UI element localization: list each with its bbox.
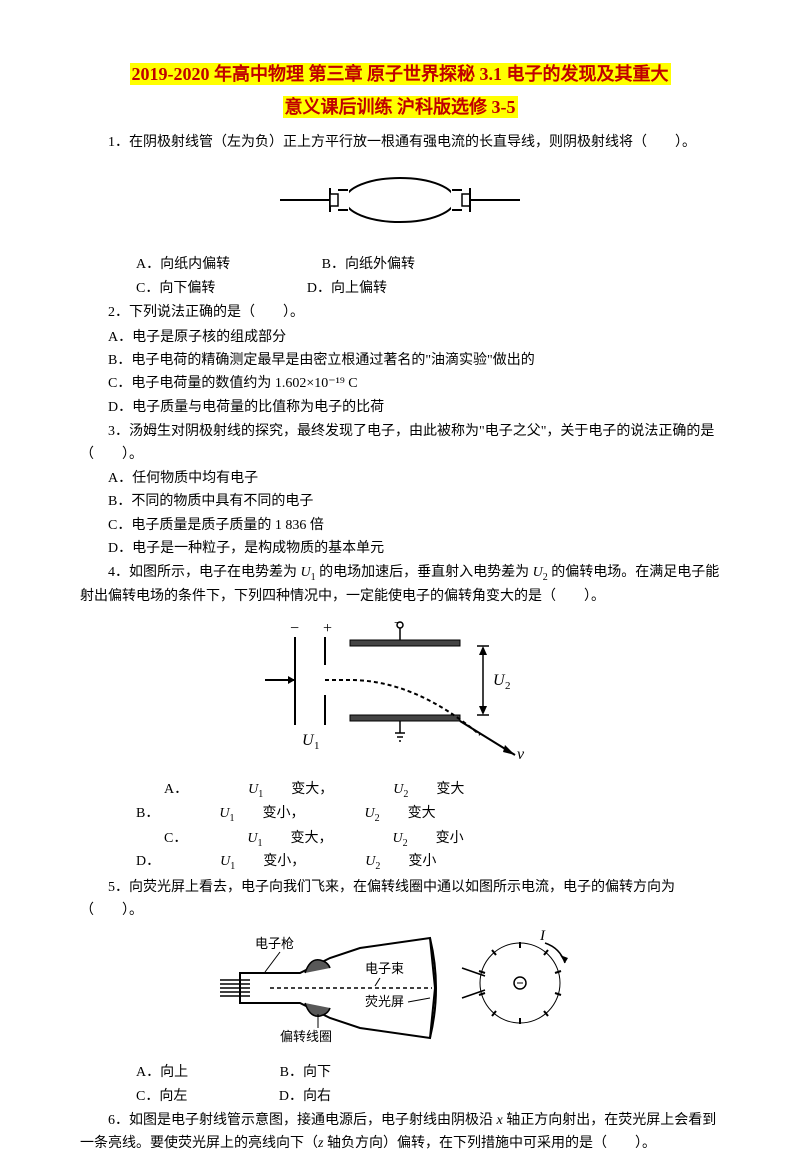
figure-4: − + U 1 − v U 2: [80, 615, 720, 773]
title-line-2: 意义课后训练 沪科版选修 3-5: [80, 93, 720, 122]
question-1-text: 1．在阴极射线管（左为负）正上方平行放一根通有强电流的长直导线，则阴极射线将（ …: [80, 132, 720, 154]
q2-opt-c: C．电子电荷量的数值约为 1.602×10⁻¹⁹ C: [80, 373, 720, 395]
q1-opt-b: B．向纸外偏转: [294, 254, 415, 276]
plus-label: +: [323, 620, 332, 637]
question-6-text: 6．如图是电子射线管示意图，接通电源后，电子射线由阴极沿 x 轴正方向射出，在荧…: [80, 1110, 720, 1155]
svg-text:电子束: 电子束: [365, 961, 404, 976]
svg-text:I: I: [539, 928, 546, 944]
q4-opt-b: B．U1 变小，U2 变大: [80, 803, 496, 827]
q4-options-row2: C．U1 变大，U2 变小 D．U1 变小，U2 变小: [80, 828, 720, 876]
q2-opt-a: A．电子是原子核的组成部分: [80, 327, 720, 349]
question-2-text: 2．下列说法正确的是（ ）。: [80, 302, 720, 324]
svg-text:荧光屏: 荧光屏: [365, 994, 404, 1009]
q1-options-row1: A．向纸内偏转 B．向纸外偏转: [80, 254, 720, 276]
minus-label: −: [290, 620, 299, 637]
q4-options-row1: A．U1 变大，U2 变大 B．U1 变小，U2 变大: [80, 779, 720, 827]
q1-opt-c: C．向下偏转: [108, 278, 215, 300]
question-5-text: 5．向荧光屏上看去，电子向我们飞来，在偏转线圈中通以如图所示电流，电子的偏转方向…: [80, 877, 720, 922]
q5-opt-a: A．向上: [108, 1062, 188, 1084]
q2-opt-b: B．电子电荷的精确测定最早是由密立根通过著名的"油滴实验"做出的: [80, 350, 720, 372]
q2-opt-d: D．电子质量与电荷量的比值称为电子的比荷: [80, 397, 720, 419]
question-3-text: 3．汤姆生对阴极射线的探究，最终发现了电子，由此被称为"电子之父"，关于电子的说…: [80, 421, 720, 466]
q5-opt-c: C．向左: [108, 1086, 187, 1108]
q5-options-row1: A．向上 B．向下: [80, 1062, 720, 1084]
svg-text:1: 1: [314, 740, 320, 752]
svg-text:2: 2: [505, 680, 511, 692]
svg-text:偏转线圈: 偏转线圈: [280, 1029, 332, 1044]
question-4-text: 4．如图所示，电子在电势差为 U1 的电场加速后，垂直射入电势差为 U2 的偏转…: [80, 562, 720, 608]
q3-opt-d: D．电子是一种粒子，是构成物质的基本单元: [80, 538, 720, 560]
q3-opt-c: C．电子质量是质子质量的 1 836 倍: [80, 515, 720, 537]
svg-text:v: v: [517, 746, 525, 763]
q4-opt-c: C．U1 变大，U2 变小: [108, 828, 524, 852]
figure-5: 电子枪 电子束 荧光屏 偏转线圈 I: [80, 928, 720, 1056]
q1-opt-d: D．向上偏转: [279, 278, 387, 300]
svg-text:−: −: [394, 616, 402, 631]
q3-opt-a: A．任何物质中均有电子: [80, 468, 720, 490]
q4-opt-d: D．U1 变小，U2 变小: [80, 851, 496, 875]
q1-opt-a: A．向纸内偏转: [108, 254, 230, 276]
q5-opt-d: D．向右: [251, 1086, 331, 1108]
q1-options-row2: C．向下偏转 D．向上偏转: [80, 278, 720, 300]
q5-opt-b: B．向下: [252, 1062, 331, 1084]
svg-text:电子枪: 电子枪: [255, 936, 294, 951]
q3-opt-b: B．不同的物质中具有不同的电子: [80, 491, 720, 513]
q4-opt-a: A．U1 变大，U2 变大: [108, 779, 524, 803]
title-line-1: 2019-2020 年高中物理 第三章 原子世界探秘 3.1 电子的发现及其重大: [80, 60, 720, 89]
q5-options-row2: C．向左 D．向右: [80, 1086, 720, 1108]
figure-1: [80, 160, 720, 248]
